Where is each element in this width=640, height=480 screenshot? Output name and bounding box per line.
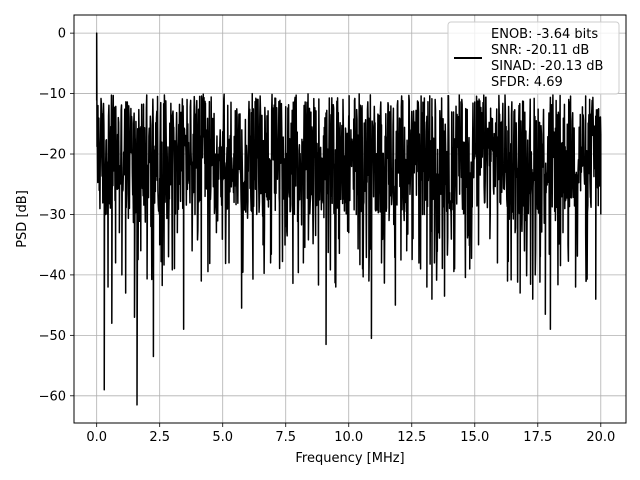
y-tick-label: −20 (39, 148, 66, 163)
legend-label: ENOB: -3.64 bits SNR: -20.11 dB SINAD: -20… (491, 27, 603, 90)
x-axis-ticks: 0.0 2.5 5.0 7.5 10.0 12.5 15.0 17.5 20.0 (86, 423, 615, 445)
x-tick-label: 7.5 (275, 430, 296, 445)
x-tick-label: 10.0 (334, 430, 363, 445)
x-tick-label: 17.5 (523, 430, 552, 445)
x-tick-label: 12.5 (397, 430, 426, 445)
legend-line: SINAD: -20.13 dB (491, 59, 603, 74)
x-tick-label: 15.0 (460, 430, 489, 445)
y-axis-ticks: 0 −10 −20 −30 −40 −50 −60 (39, 27, 74, 404)
legend-box (447, 21, 620, 95)
legend-line: SFDR: 4.69 (491, 75, 563, 90)
legend-line: ENOB: -3.64 bits (491, 27, 598, 42)
x-tick-label: 5.0 (212, 430, 233, 445)
x-tick-label: 0.0 (86, 430, 107, 445)
plot-frame (73, 14, 627, 424)
y-tick-label: −60 (39, 389, 66, 404)
y-tick-label: −10 (39, 87, 66, 102)
y-tick-label: −50 (39, 329, 66, 344)
psd-series (95, 32, 602, 406)
psd-line (95, 32, 602, 406)
x-tick-label: 2.5 (149, 430, 170, 445)
y-axis-label: PSD [dB] (15, 190, 30, 248)
y-tick-label: −30 (39, 208, 66, 223)
x-tick-label: 20.0 (586, 430, 615, 445)
y-tick-label: −40 (39, 268, 66, 283)
legend: ENOB: -3.64 bits SNR: -20.11 dB SINAD: -20… (447, 21, 620, 95)
x-axis-label: Frequency [MHz] (295, 451, 404, 466)
legend-line: SNR: -20.11 dB (491, 43, 589, 58)
y-tick-label: 0 (58, 27, 66, 42)
